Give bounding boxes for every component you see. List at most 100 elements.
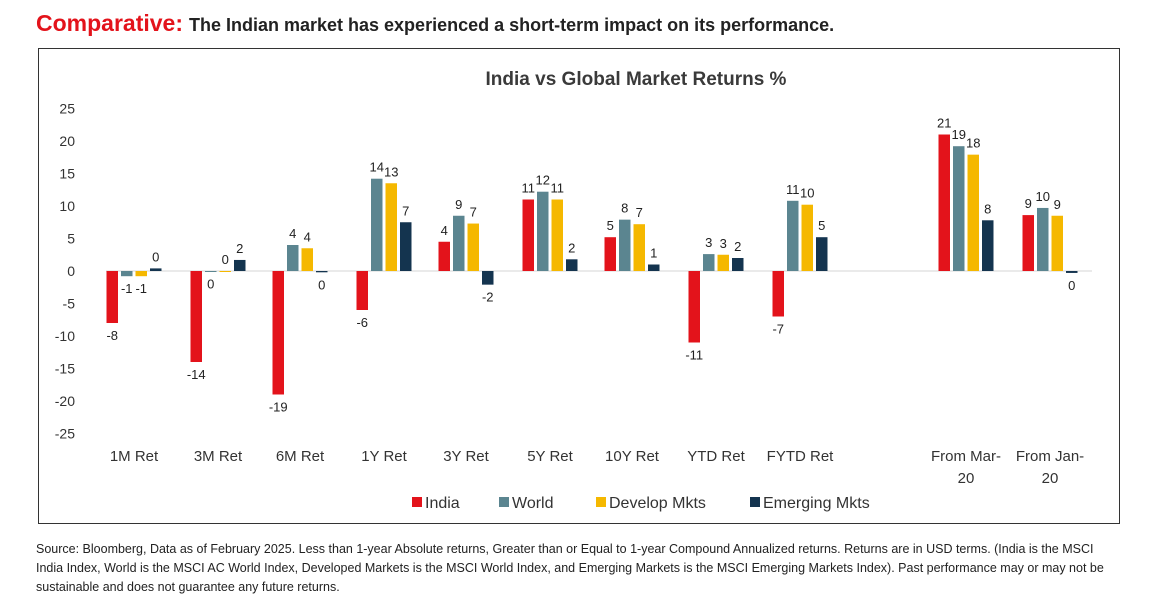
- category-label: 1M Ret: [110, 448, 159, 465]
- data-label-world: 14: [370, 160, 384, 175]
- data-label-world: -1: [121, 281, 133, 296]
- bar-india: [772, 271, 784, 317]
- data-label-develop-mkts: 10: [800, 186, 814, 201]
- data-label-emerging-mkts: 8: [984, 201, 991, 216]
- bar-emerging-mkts: [482, 271, 494, 285]
- bar-world: [287, 245, 299, 271]
- bar-emerging-mkts: [816, 237, 828, 271]
- heading-text: The Indian market has experienced a shor…: [188, 15, 835, 35]
- bar-develop-mkts: [301, 248, 313, 271]
- bar-india: [272, 271, 284, 395]
- data-label-india: 21: [937, 116, 951, 131]
- data-label-india: 9: [1025, 196, 1032, 211]
- bar-world: [205, 271, 217, 272]
- bar-develop-mkts: [1051, 215, 1063, 271]
- bar-india: [604, 237, 616, 271]
- legend-label: World: [512, 495, 554, 512]
- category-label: 3M Ret: [194, 448, 243, 465]
- y-tick-label: 0: [67, 263, 75, 279]
- category-label: 6M Ret: [276, 448, 325, 465]
- y-tick-label: -25: [55, 426, 75, 442]
- data-label-emerging-mkts: -2: [482, 290, 494, 305]
- data-label-emerging-mkts: 2: [734, 239, 741, 254]
- y-tick-label: 25: [59, 101, 75, 117]
- bar-world: [121, 271, 133, 277]
- bar-emerging-mkts: [316, 271, 328, 273]
- bar-world: [537, 191, 549, 271]
- chart-title: India vs Global Market Returns %: [486, 69, 787, 90]
- legend-label: India: [425, 495, 460, 512]
- bar-develop-mkts: [967, 154, 979, 271]
- data-label-india: -8: [106, 328, 118, 343]
- data-label-emerging-mkts: 0: [1068, 278, 1075, 293]
- data-label-develop-mkts: 9: [1054, 197, 1061, 212]
- bar-india: [938, 134, 950, 271]
- bar-develop-mkts: [135, 271, 147, 277]
- legend-swatch: [596, 497, 606, 507]
- y-tick-label: -5: [63, 296, 76, 312]
- data-label-india: -19: [269, 400, 288, 415]
- legend-swatch: [750, 497, 760, 507]
- y-tick-label: 15: [59, 166, 75, 182]
- data-label-develop-mkts: 4: [304, 229, 311, 244]
- data-label-emerging-mkts: 5: [818, 218, 825, 233]
- returns-bar-chart: India vs Global Market Returns %25201510…: [55, 69, 1092, 512]
- bar-develop-mkts: [385, 183, 397, 271]
- source-footnote: Source: Bloomberg, Data as of February 2…: [36, 542, 1104, 594]
- bar-emerging-mkts: [400, 222, 412, 271]
- bar-develop-mkts: [551, 199, 563, 271]
- category-label: 3Y Ret: [443, 448, 489, 465]
- data-label-world: 3: [705, 235, 712, 250]
- bar-develop-mkts: [219, 271, 231, 272]
- y-tick-label: 5: [67, 231, 75, 247]
- data-label-develop-mkts: 11: [551, 181, 565, 196]
- data-label-develop-mkts: 7: [636, 205, 643, 220]
- data-label-emerging-mkts: 7: [402, 203, 409, 218]
- data-label-india: 5: [607, 218, 614, 233]
- data-label-world: 11: [786, 182, 800, 197]
- bar-emerging-mkts: [732, 258, 744, 271]
- category-label: From Mar-: [931, 448, 1001, 465]
- data-label-emerging-mkts: 0: [318, 277, 325, 292]
- y-tick-label: 20: [59, 133, 75, 149]
- bar-india: [190, 271, 202, 362]
- legend-swatch: [412, 497, 422, 507]
- bar-emerging-mkts: [982, 220, 994, 271]
- bar-india: [438, 241, 450, 271]
- bar-emerging-mkts: [1066, 271, 1078, 273]
- chart-frame: [38, 48, 1120, 524]
- y-tick-label: -20: [55, 393, 75, 409]
- data-label-india: -14: [187, 367, 206, 382]
- data-label-world: 19: [952, 127, 966, 142]
- bar-india: [1022, 215, 1034, 271]
- data-label-develop-mkts: 3: [720, 236, 727, 251]
- bar-india: [106, 271, 118, 323]
- category-label: FYTD Ret: [767, 448, 835, 465]
- category-label: 20: [1042, 470, 1059, 487]
- y-tick-label: 10: [59, 198, 75, 214]
- bar-world: [453, 215, 465, 271]
- data-label-world: 8: [621, 201, 628, 216]
- data-label-emerging-mkts: 1: [650, 246, 657, 261]
- bar-world: [371, 178, 383, 271]
- page-heading: Comparative: The Indian market has experi…: [36, 10, 834, 37]
- bar-develop-mkts: [633, 224, 645, 271]
- data-label-emerging-mkts: 0: [152, 249, 159, 264]
- bar-develop-mkts: [801, 204, 813, 271]
- bar-india: [356, 271, 368, 310]
- data-label-world: 0: [207, 277, 214, 292]
- data-label-develop-mkts: 18: [966, 136, 980, 151]
- bar-world: [703, 254, 715, 271]
- data-label-india: 11: [522, 181, 536, 196]
- bar-emerging-mkts: [648, 264, 660, 271]
- heading-lead: Comparative:: [36, 10, 183, 36]
- bar-india: [688, 271, 700, 343]
- data-label-develop-mkts: -1: [135, 281, 147, 296]
- data-label-india: -6: [356, 315, 368, 330]
- category-label: YTD Ret: [687, 448, 745, 465]
- data-label-world: 9: [455, 197, 462, 212]
- data-label-india: -7: [772, 322, 784, 337]
- legend-swatch: [499, 497, 509, 507]
- category-label: 5Y Ret: [527, 448, 573, 465]
- data-label-develop-mkts: 7: [470, 205, 477, 220]
